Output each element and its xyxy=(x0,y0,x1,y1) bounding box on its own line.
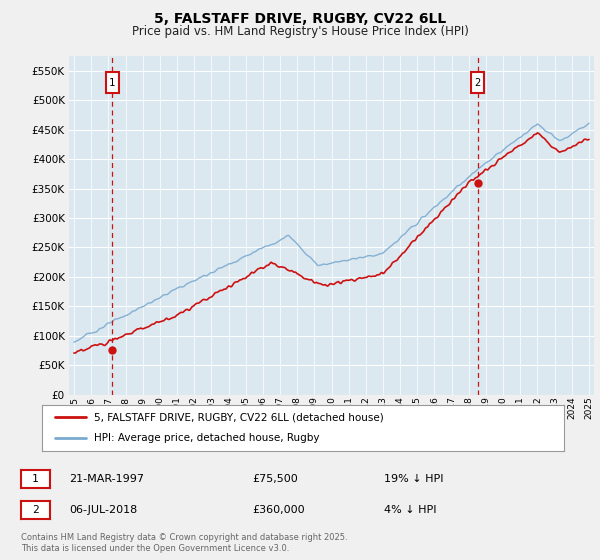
Bar xyxy=(471,72,484,93)
Text: Price paid vs. HM Land Registry's House Price Index (HPI): Price paid vs. HM Land Registry's House … xyxy=(131,25,469,38)
Bar xyxy=(106,72,119,93)
Text: 19% ↓ HPI: 19% ↓ HPI xyxy=(384,474,443,484)
Text: 21-MAR-1997: 21-MAR-1997 xyxy=(69,474,144,484)
Text: 5, FALSTAFF DRIVE, RUGBY, CV22 6LL (detached house): 5, FALSTAFF DRIVE, RUGBY, CV22 6LL (deta… xyxy=(94,412,384,422)
Text: 2: 2 xyxy=(32,505,39,515)
Text: 1: 1 xyxy=(109,77,115,87)
Text: 5, FALSTAFF DRIVE, RUGBY, CV22 6LL: 5, FALSTAFF DRIVE, RUGBY, CV22 6LL xyxy=(154,12,446,26)
Text: £360,000: £360,000 xyxy=(252,505,305,515)
Text: 1: 1 xyxy=(32,474,39,484)
Text: 4% ↓ HPI: 4% ↓ HPI xyxy=(384,505,437,515)
Text: HPI: Average price, detached house, Rugby: HPI: Average price, detached house, Rugb… xyxy=(94,433,320,444)
Text: 2: 2 xyxy=(475,77,481,87)
Text: 06-JUL-2018: 06-JUL-2018 xyxy=(69,505,137,515)
Text: Contains HM Land Registry data © Crown copyright and database right 2025.
This d: Contains HM Land Registry data © Crown c… xyxy=(21,533,347,553)
Text: £75,500: £75,500 xyxy=(252,474,298,484)
